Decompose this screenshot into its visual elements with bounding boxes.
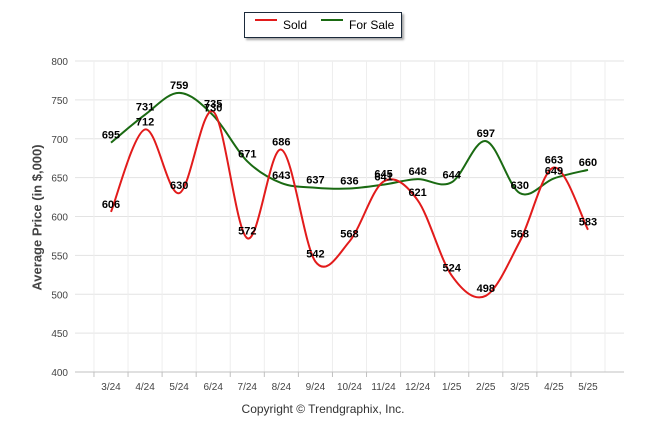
data-label-sold: 572: [238, 225, 256, 237]
data-label-sold: 524: [443, 263, 462, 275]
legend-swatch-sold: [255, 19, 277, 21]
data-label-for-sale: 759: [170, 80, 188, 92]
x-tick-label: 5/24: [169, 382, 189, 393]
legend-label-for-sale: For Sale: [349, 18, 395, 32]
legend: Sold For Sale: [244, 12, 402, 38]
data-label-for-sale: 643: [272, 170, 290, 182]
data-label-sold: 583: [579, 217, 597, 229]
y-tick-label: 750: [51, 96, 68, 107]
y-tick-label: 550: [51, 251, 68, 262]
data-label-for-sale: 695: [102, 130, 120, 142]
data-label-sold: 735: [204, 99, 222, 111]
data-label-for-sale: 636: [340, 176, 358, 188]
x-tick-label: 6/24: [203, 382, 223, 393]
y-tick-label: 700: [51, 135, 68, 146]
data-label-for-sale: 730: [204, 102, 222, 114]
y-tick-label: 650: [51, 174, 68, 185]
data-label-for-sale: 630: [511, 180, 529, 192]
x-tick-label: 9/24: [306, 382, 326, 393]
data-label-for-sale: 648: [408, 166, 426, 178]
data-label-sold: 645: [374, 169, 392, 181]
data-label-sold: 621: [408, 187, 426, 199]
data-label-for-sale: 637: [306, 175, 324, 187]
x-tick-label: 3/25: [510, 382, 530, 393]
data-label-for-sale: 660: [579, 157, 597, 169]
data-label-for-sale: 644: [443, 169, 462, 181]
y-tick-label: 500: [51, 290, 68, 301]
data-label-sold: 568: [340, 228, 358, 240]
data-label-sold: 630: [170, 180, 188, 192]
series-line-sold: [110, 110, 589, 299]
data-label-sold: 606: [102, 199, 120, 211]
x-tick-label: 12/24: [405, 382, 430, 393]
data-label-for-sale: 697: [477, 128, 495, 140]
x-tick-label: 4/24: [135, 382, 155, 393]
series-line-for-sale: [110, 91, 589, 196]
data-label-sold: 498: [477, 283, 495, 295]
y-tick-label: 600: [51, 213, 68, 224]
x-tick-label: 7/24: [238, 382, 258, 393]
y-tick-label: 400: [51, 368, 68, 379]
legend-label-sold: Sold: [283, 18, 308, 32]
data-label-for-sale: 671: [238, 148, 256, 160]
data-label-for-sale: 649: [545, 165, 563, 177]
x-tick-label: 3/24: [101, 382, 121, 393]
legend-swatch-for-sale: [321, 19, 343, 21]
x-tick-label: 10/24: [337, 382, 362, 393]
data-label-sold: 568: [511, 228, 529, 240]
data-label-sold: 712: [136, 116, 154, 128]
data-label-sold: 542: [306, 249, 324, 261]
data-label-for-sale: 731: [136, 102, 154, 114]
data-label-sold: 663: [545, 155, 563, 167]
data-label-for-sale: 641: [374, 172, 392, 184]
data-label-sold: 686: [272, 137, 290, 149]
copyright-text: Copyright © Trendgraphix, Inc.: [241, 402, 405, 416]
x-tick-label: 2/25: [476, 382, 496, 393]
x-tick-label: 5/25: [578, 382, 598, 393]
y-axis-title: Average Price (in $,000): [29, 144, 45, 291]
x-tick-label: 8/24: [272, 382, 292, 393]
y-tick-label: 800: [51, 57, 68, 68]
x-tick-label: 1/25: [442, 382, 462, 393]
x-tick-label: 11/24: [371, 382, 396, 393]
x-tick-label: 4/25: [544, 382, 564, 393]
y-tick-label: 450: [51, 329, 68, 340]
